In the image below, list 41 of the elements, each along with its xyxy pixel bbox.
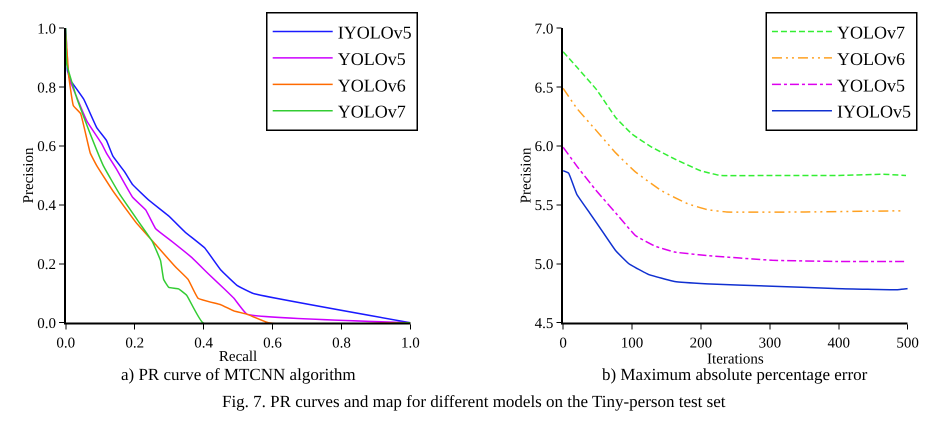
- x-axis-title: Recall: [218, 348, 258, 365]
- x-tick-label: 0.6: [263, 335, 282, 352]
- x-tick-label: 200: [690, 335, 712, 352]
- text: a) PR curve of MTCNN algorithm: [121, 365, 356, 384]
- legend-label: IYOLOv5: [338, 22, 412, 43]
- text: b) Maximum absolute percentage error: [602, 365, 868, 384]
- x-tick-label: 300: [758, 335, 782, 352]
- x-tick-label: 0: [559, 335, 567, 352]
- y-tick-label: 5.0: [534, 257, 554, 274]
- x-tick-label: 0.8: [332, 335, 351, 352]
- y-tick-label: 5.5: [534, 198, 554, 214]
- x-axis-title: Iterations: [707, 351, 764, 368]
- x-tick-label: 0.4: [194, 335, 214, 352]
- y-tick-label: 7.0: [534, 21, 554, 38]
- x-tick-label: 100: [620, 335, 644, 352]
- x-tick-label: 500: [896, 335, 919, 352]
- y-tick-label: 4.5: [534, 316, 554, 332]
- x-tick-label: 0.2: [125, 335, 144, 352]
- x-tick-label: 0.0: [56, 335, 76, 352]
- y-tick-label: 0.4: [37, 198, 57, 214]
- legend-label: IYOLOv5: [836, 102, 911, 122]
- legend-label: YOLOv7: [836, 22, 905, 43]
- caption: Fig. 7. PR curves and map for different models on the Tiny-person test set: [222, 392, 726, 411]
- legend-label: YOLOv5: [836, 75, 905, 96]
- y-tick-label: 1.0: [37, 21, 56, 38]
- y-tick-label: 0.0: [37, 316, 56, 332]
- y-tick-label: 0.2: [37, 257, 56, 274]
- legend-label: YOLOv6: [338, 75, 406, 96]
- y-tick-label: 0.6: [37, 139, 57, 156]
- y-axis-title: Precision: [518, 147, 534, 204]
- y-tick-label: 6.5: [534, 80, 554, 96]
- x-tick-label: 1.0: [400, 335, 420, 352]
- legend-label: YOLOv5: [338, 48, 406, 69]
- line-series: [563, 146, 907, 262]
- y-tick-label: 0.8: [37, 80, 56, 96]
- legend-label: YOLOv7: [338, 102, 406, 122]
- x-tick-label: 400: [828, 335, 850, 352]
- legend-label: YOLOv6: [836, 48, 905, 69]
- line-series: [563, 170, 908, 291]
- y-axis-title: Precision: [21, 147, 38, 204]
- y-tick-label: 6.0: [534, 139, 554, 156]
